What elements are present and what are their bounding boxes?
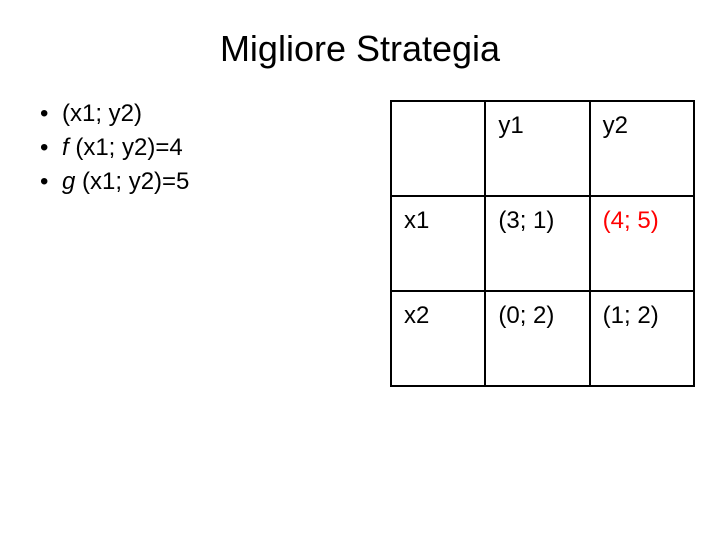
cell-r1c2: (4; 5) <box>590 196 694 291</box>
cell-r0c2: y2 <box>590 101 694 196</box>
cell-r0c0 <box>391 101 485 196</box>
cell-r2c2: (1; 2) <box>590 291 694 386</box>
cell-r1c1: (3; 1) <box>485 196 589 291</box>
bullet-text-1: (x1; y2) <box>62 100 142 127</box>
cell-r2c1: (0; 2) <box>485 291 589 386</box>
cell-r1c0: x1 <box>391 196 485 291</box>
bullet-rest-3: (x1; y2)=5 <box>75 168 189 195</box>
cell-r2c0: x2 <box>391 291 485 386</box>
bullet-item-3: g (x1; y2)=5 <box>40 168 380 196</box>
cell-r0c1: y1 <box>485 101 589 196</box>
payoff-table: y1 y2 x1 (3; 1) (4; 5) x2 (0; 2) (1; 2) <box>390 100 695 387</box>
table-container: y1 y2 x1 (3; 1) (4; 5) x2 (0; 2) (1; 2) <box>380 100 695 387</box>
bullet-list: (x1; y2) f (x1; y2)=4 g (x1; y2)=5 <box>40 100 380 387</box>
bullet-prefix-2: f <box>62 134 69 161</box>
bullet-prefix-3: g <box>62 168 75 195</box>
bullet-item-2: f (x1; y2)=4 <box>40 134 380 162</box>
table-row: x2 (0; 2) (1; 2) <box>391 291 694 386</box>
table-row: x1 (3; 1) (4; 5) <box>391 196 694 291</box>
slide-title: Migliore Strategia <box>0 0 720 90</box>
bullet-item-1: (x1; y2) <box>40 100 380 128</box>
table-row: y1 y2 <box>391 101 694 196</box>
bullet-rest-2: (x1; y2)=4 <box>69 134 183 161</box>
content-area: (x1; y2) f (x1; y2)=4 g (x1; y2)=5 y1 y2… <box>0 90 720 387</box>
